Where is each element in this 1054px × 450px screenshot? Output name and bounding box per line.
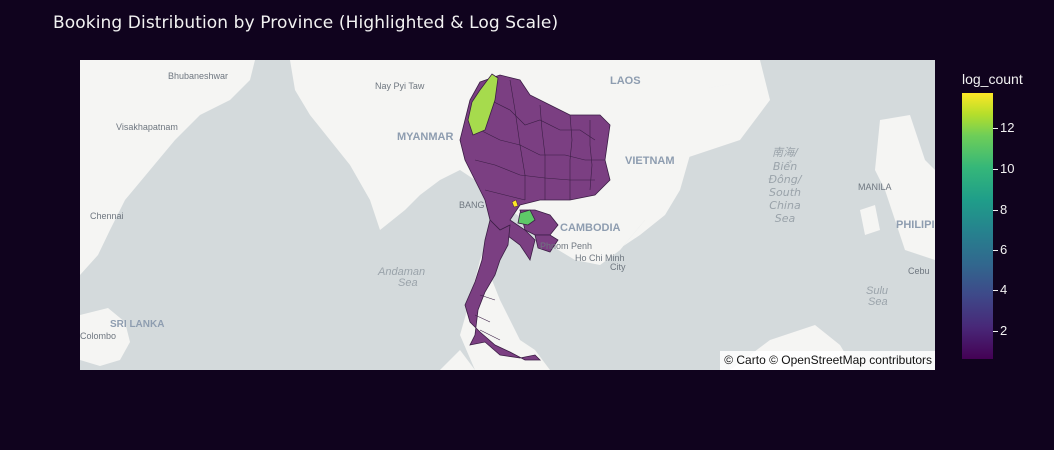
label-visakhapatnam: Visakhapatnam — [116, 122, 178, 132]
sri-lanka-landmass — [80, 308, 130, 366]
philippines-landmass — [875, 115, 935, 260]
label-sri-lanka: SRI LANKA — [110, 319, 164, 330]
label-ho-chi-minh-city: City — [610, 262, 626, 272]
label-sulu: Sulu — [866, 285, 888, 297]
svg-text:China: China — [769, 199, 801, 212]
label-south-china-sea: 南海/ Biển Đông/ South China Sea — [769, 146, 803, 225]
province-borders — [474, 79, 605, 341]
map-area[interactable]: LAOS MYANMAR VIETNAM CAMBODIA SRI LANKA … — [80, 60, 935, 370]
province-highlight-bangkok — [511, 199, 519, 208]
map-attribution[interactable]: © Carto © OpenStreetMap contributors — [720, 351, 935, 370]
basemap: LAOS MYANMAR VIETNAM CAMBODIA SRI LANKA … — [80, 60, 935, 370]
colorbar-tick: 2 — [992, 323, 1008, 338]
label-cebu: Cebu — [908, 266, 930, 276]
label-cambodia: CAMBODIA — [560, 222, 621, 234]
label-andaman-sea: Sea — [398, 277, 418, 289]
label-phnom-penh: Phnom Penh — [540, 241, 592, 251]
label-myanmar: MYANMAR — [397, 131, 453, 143]
svg-text:Sea: Sea — [775, 212, 796, 225]
label-sulu-sea: Sea — [868, 296, 888, 308]
svg-text:Biển: Biển — [773, 160, 797, 173]
province-highlight-east — [517, 209, 536, 226]
chart-title: Booking Distribution by Province (Highli… — [53, 13, 559, 33]
label-chennai: Chennai — [90, 211, 124, 221]
province-south — [464, 219, 541, 361]
colorbar-tick: 12 — [992, 120, 1015, 135]
label-nay-pyi-taw: Nay Pyi Taw — [375, 81, 425, 91]
province-highlight-north — [467, 73, 499, 136]
label-manila: MANILA — [858, 182, 892, 192]
province-south-east — [534, 234, 559, 253]
hainan-landmass — [708, 84, 740, 108]
label-laos: LAOS — [610, 75, 641, 87]
label-bhubaneshwar: Bhubaneshwar — [168, 71, 228, 81]
colorbar-tick: 10 — [992, 161, 1015, 176]
label-andaman: Andaman — [377, 266, 425, 278]
label-colombo: Colombo — [80, 331, 116, 341]
svg-text:南海/: 南海/ — [772, 146, 799, 159]
label-vietnam: VIETNAM — [625, 155, 675, 167]
colorbar-tick: 6 — [992, 242, 1008, 257]
label-philippines: PHILIPI — [896, 219, 935, 231]
india-landmass — [80, 60, 255, 275]
svg-text:South: South — [769, 186, 801, 199]
colorbar-title: log_count — [962, 71, 1023, 87]
svg-text:Đông/: Đông/ — [769, 173, 803, 186]
colorbar-tick: 4 — [992, 282, 1008, 297]
province-north-central — [459, 74, 611, 261]
label-bangkok: BANG — [459, 200, 485, 210]
colorbar — [962, 93, 993, 359]
colorbar-tick: 8 — [992, 202, 1008, 217]
label-ho-chi-minh: Ho Chi Minh — [575, 253, 625, 263]
